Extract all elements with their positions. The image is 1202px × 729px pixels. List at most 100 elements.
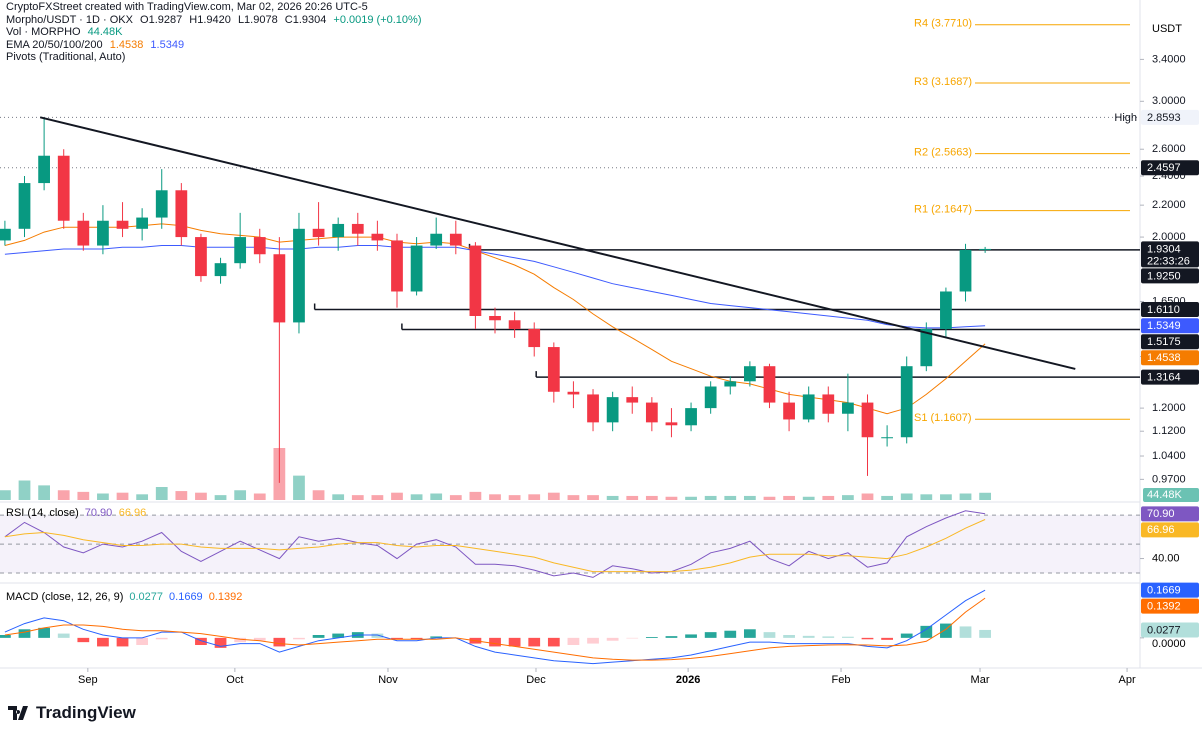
volume-bar xyxy=(469,491,482,500)
volume-bar xyxy=(979,492,992,500)
macd-histogram-bar xyxy=(842,636,854,638)
macd-histogram-bar xyxy=(234,637,247,643)
price-label: 1.5349 xyxy=(1147,320,1181,332)
price-label-prefix: High xyxy=(1114,112,1137,124)
candle-body xyxy=(77,220,90,246)
candle-body xyxy=(175,190,188,238)
macd-histogram-bar xyxy=(371,633,384,638)
macd-histogram-bar xyxy=(626,637,639,639)
macd-legend-value: 0.1669 xyxy=(169,591,203,603)
candle-body xyxy=(900,366,913,438)
rsi-label-box xyxy=(1141,506,1199,522)
macd-histogram-bar xyxy=(332,633,345,638)
macd-histogram-bar xyxy=(783,635,795,638)
volume-bar xyxy=(704,495,717,500)
macd-histogram-bar xyxy=(528,637,541,647)
macd-histogram-bar xyxy=(606,637,619,641)
macd-legend-value: 0.0277 xyxy=(129,591,163,603)
trendline xyxy=(39,116,1076,370)
candle-body xyxy=(528,328,541,348)
price-label: 1.5175 xyxy=(1147,336,1181,348)
price-label-box xyxy=(1141,318,1199,334)
volume-bar xyxy=(489,494,501,500)
macd-histogram-bar xyxy=(508,637,521,647)
price-label-box xyxy=(1141,109,1199,125)
macd-histogram-bar xyxy=(587,637,599,644)
volume-bar xyxy=(920,494,933,500)
volume-bar xyxy=(547,492,560,500)
macd-label-box xyxy=(1141,598,1199,614)
volume-title: Vol · MORPHO xyxy=(6,26,81,38)
x-tick-label: Apr xyxy=(1118,674,1135,686)
candle-body xyxy=(842,402,854,414)
x-tick-label: 2026 xyxy=(676,674,700,686)
volume-legend: Vol · MORPHO 44.48K xyxy=(6,26,426,39)
volume-bar xyxy=(645,495,658,500)
price-label-box xyxy=(1141,369,1199,385)
volume-bar xyxy=(724,495,737,500)
candle-body xyxy=(293,228,305,323)
candle-body xyxy=(783,402,795,420)
volume-bar xyxy=(57,490,70,500)
x-tick-label: Nov xyxy=(378,674,398,686)
x-tick-label: Oct xyxy=(226,674,243,686)
macd-histogram-bar xyxy=(685,634,697,638)
ohlc: L1.9078 xyxy=(237,13,278,26)
macd-histogram-bar xyxy=(57,633,70,638)
candle-body xyxy=(704,386,717,409)
candle-body xyxy=(508,320,521,329)
volume-bar xyxy=(234,490,247,500)
candle-body xyxy=(547,347,560,392)
candle-body xyxy=(724,381,737,387)
pivot-label: R4 (3.7710) xyxy=(914,18,972,30)
macd-histogram-bar xyxy=(489,637,501,647)
candle-body xyxy=(626,397,639,403)
macd-histogram-bar xyxy=(430,636,443,638)
pivot-label: R2 (2.5663) xyxy=(914,146,972,158)
volume-bar xyxy=(175,491,188,500)
candle-body xyxy=(18,183,31,229)
volume-bar xyxy=(195,492,207,500)
volume-bar xyxy=(351,495,364,500)
y-tick-label: 2.6000 xyxy=(1152,143,1186,155)
macd-histogram-bar xyxy=(743,629,756,638)
candle-body xyxy=(920,328,933,367)
candle-body xyxy=(861,402,874,438)
candle-body xyxy=(606,397,619,423)
candle-body xyxy=(802,394,815,420)
volume-bar xyxy=(371,495,384,500)
volume-bar xyxy=(38,485,50,500)
volume-bar xyxy=(842,495,854,500)
macd-histogram-bar xyxy=(273,637,286,647)
volume-label: 44.48K xyxy=(1147,489,1183,501)
volume-bar xyxy=(881,495,893,500)
macd-histogram-bar xyxy=(665,636,678,638)
macd-histogram-bar xyxy=(18,629,31,638)
macd-histogram-bar xyxy=(567,637,580,645)
macd-histogram-bar xyxy=(802,635,815,638)
volume-bar xyxy=(449,495,462,500)
price-label-box xyxy=(1141,268,1199,284)
volume-label-box xyxy=(1143,488,1199,502)
macd-histogram-bar xyxy=(940,623,952,638)
ema50-value: 1.4538 xyxy=(109,38,144,51)
candle-body xyxy=(469,245,482,316)
macd-histogram-bar xyxy=(881,637,893,640)
macd-histogram-bar xyxy=(77,637,90,643)
candle-body xyxy=(351,223,364,234)
macd-label: 0.1392 xyxy=(1147,601,1181,613)
macd-histogram-bar xyxy=(704,632,717,638)
ohlc: O1.9287 xyxy=(140,13,183,26)
candle-body xyxy=(273,254,286,323)
volume-bar xyxy=(508,495,521,500)
volume-bar xyxy=(743,495,756,500)
candle-body xyxy=(881,437,893,439)
candle-body xyxy=(155,190,168,218)
candle-body xyxy=(645,402,658,423)
candle-body xyxy=(116,220,129,229)
macd-histogram-bar xyxy=(195,637,207,645)
macd-histogram-bar xyxy=(724,630,737,638)
candle-body xyxy=(959,249,972,292)
price-label: 1.6110 xyxy=(1147,304,1180,316)
legend: CryptoFXStreet created with TradingView.… xyxy=(6,1,426,64)
